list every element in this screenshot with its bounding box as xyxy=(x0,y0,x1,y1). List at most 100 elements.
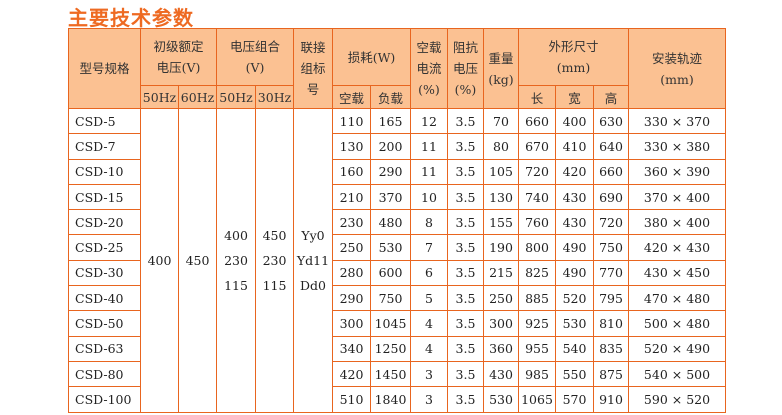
cell-pk: 200 xyxy=(370,133,411,160)
table-row: CSD-63 340 1250 4 3.5 360 955 540 835 520 × 490 xyxy=(68,335,726,362)
cell-track: 360 × 390 xyxy=(628,158,726,185)
cell-vc-50: 400 230 115 xyxy=(216,108,256,413)
cell-uk: 3.5 xyxy=(447,234,484,261)
cell-h: 875 xyxy=(593,360,629,388)
cell-l: 800 xyxy=(518,234,556,261)
page-title: 主要技术参数 xyxy=(68,6,194,30)
cell-b: 570 xyxy=(555,386,594,413)
cell-b: 490 xyxy=(555,234,594,261)
cell-w: 360 xyxy=(483,335,519,362)
cell-w: 215 xyxy=(483,259,519,287)
cell-h: 720 xyxy=(593,209,629,236)
header-voltage-combo: 电压组合 (V) xyxy=(216,28,294,86)
cell-uk: 3.5 xyxy=(447,107,484,135)
cell-l: 955 xyxy=(518,335,556,362)
cell-track: 520 × 490 xyxy=(628,335,726,362)
cell-model: CSD-7 xyxy=(68,133,141,160)
cell-pk: 600 xyxy=(370,259,411,287)
header-model: 型号规格 xyxy=(68,28,141,109)
cell-w: 70 xyxy=(483,107,519,135)
table-row: CSD-80 420 1450 3 3.5 430 985 550 875 540 × 500 xyxy=(68,360,726,388)
table-row: CSD-7 130 200 11 3.5 80 670 410 640 330 × 380 xyxy=(68,133,726,160)
table-row: CSD-10 160 290 11 3.5 105 720 420 660 360 × 390 xyxy=(68,158,726,185)
cell-model: CSD-50 xyxy=(68,310,141,337)
cell-l: 885 xyxy=(518,285,556,312)
cell-b: 420 xyxy=(555,158,594,185)
cell-pk: 165 xyxy=(370,107,411,135)
cell-i0: 3 xyxy=(410,386,448,413)
cell-b: 490 xyxy=(555,259,594,287)
cell-pk: 530 xyxy=(370,234,411,261)
table-row: CSD-40 290 750 5 3.5 250 885 520 795 470 × 480 xyxy=(68,285,726,312)
cell-pk: 290 xyxy=(370,158,411,185)
cell-w: 105 xyxy=(483,158,519,185)
table-row: CSD-20 230 480 8 3.5 155 760 430 720 380 × 400 xyxy=(68,209,726,236)
cell-i0: 6 xyxy=(410,259,448,287)
cell-b: 410 xyxy=(555,133,594,160)
header-vc-30hz: 30Hz xyxy=(255,85,294,109)
cell-uk: 3.5 xyxy=(447,209,484,236)
cell-l: 760 xyxy=(518,209,556,236)
cell-i0: 5 xyxy=(410,285,448,312)
table-row: CSD-25 250 530 7 3.5 190 800 490 750 420 × 430 xyxy=(68,234,726,261)
cell-i0: 3 xyxy=(410,360,448,388)
header-length: 长 xyxy=(518,85,556,109)
cell-h: 630 xyxy=(593,107,629,135)
cell-w: 80 xyxy=(483,133,519,160)
header-loss-noload: 空载 xyxy=(332,85,371,109)
cell-i0: 8 xyxy=(410,209,448,236)
cell-p0: 510 xyxy=(332,386,371,413)
header-loss: 损耗(W) xyxy=(332,28,411,86)
cell-model: CSD-30 xyxy=(68,259,141,287)
cell-i0: 7 xyxy=(410,234,448,261)
cell-uk: 3.5 xyxy=(447,310,484,337)
header-dimensions: 外形尺寸 (mm) xyxy=(518,28,629,86)
cell-vc-30: 450 230 115 xyxy=(255,108,294,413)
cell-p0: 210 xyxy=(332,183,371,211)
cell-model: CSD-80 xyxy=(68,360,141,388)
cell-h: 750 xyxy=(593,234,629,261)
cell-pk: 480 xyxy=(370,209,411,236)
cell-pk: 1250 xyxy=(370,335,411,362)
cell-w: 300 xyxy=(483,310,519,337)
cell-p0: 420 xyxy=(332,360,371,388)
cell-b: 430 xyxy=(555,209,594,236)
cell-h: 810 xyxy=(593,310,629,337)
cell-p0: 300 xyxy=(332,310,371,337)
cell-model: CSD-15 xyxy=(68,183,141,211)
cell-p0: 110 xyxy=(332,107,371,135)
cell-model: CSD-100 xyxy=(68,386,141,413)
cell-l: 660 xyxy=(518,107,556,135)
cell-i0: 4 xyxy=(410,335,448,362)
cell-p0: 280 xyxy=(332,259,371,287)
cell-pk: 1045 xyxy=(370,310,411,337)
table-row: CSD-30 280 600 6 3.5 215 825 490 770 430 × 450 xyxy=(68,259,726,287)
cell-model: CSD-63 xyxy=(68,335,141,362)
cell-uk: 3.5 xyxy=(447,133,484,160)
header-track: 安装轨迹 (mm) xyxy=(628,28,726,109)
cell-h: 640 xyxy=(593,133,629,160)
header-pv-50hz: 50Hz xyxy=(140,85,179,109)
cell-model: CSD-25 xyxy=(68,234,141,261)
cell-track: 590 × 520 xyxy=(628,386,726,413)
cell-i0: 4 xyxy=(410,310,448,337)
cell-pk: 750 xyxy=(370,285,411,312)
cell-w: 155 xyxy=(483,209,519,236)
cell-uk: 3.5 xyxy=(447,183,484,211)
cell-p0: 130 xyxy=(332,133,371,160)
cell-track: 330 × 370 xyxy=(628,107,726,135)
cell-h: 770 xyxy=(593,259,629,287)
cell-pk: 370 xyxy=(370,183,411,211)
cell-p0: 160 xyxy=(332,158,371,185)
cell-uk: 3.5 xyxy=(447,386,484,413)
cell-primary-50hz: 400 xyxy=(140,108,179,413)
header-vc-50hz: 50Hz xyxy=(216,85,256,109)
cell-track: 500 × 480 xyxy=(628,310,726,337)
cell-l: 1065 xyxy=(518,386,556,413)
cell-model: CSD-40 xyxy=(68,285,141,312)
cell-b: 520 xyxy=(555,285,594,312)
cell-w: 190 xyxy=(483,234,519,261)
cell-uk: 3.5 xyxy=(447,335,484,362)
spec-table: 型号规格 初级额定 电压(V) 电压组合 (V) 联接 组标号 损耗(W) 空载 电流(… xyxy=(68,28,726,413)
cell-l: 985 xyxy=(518,360,556,388)
